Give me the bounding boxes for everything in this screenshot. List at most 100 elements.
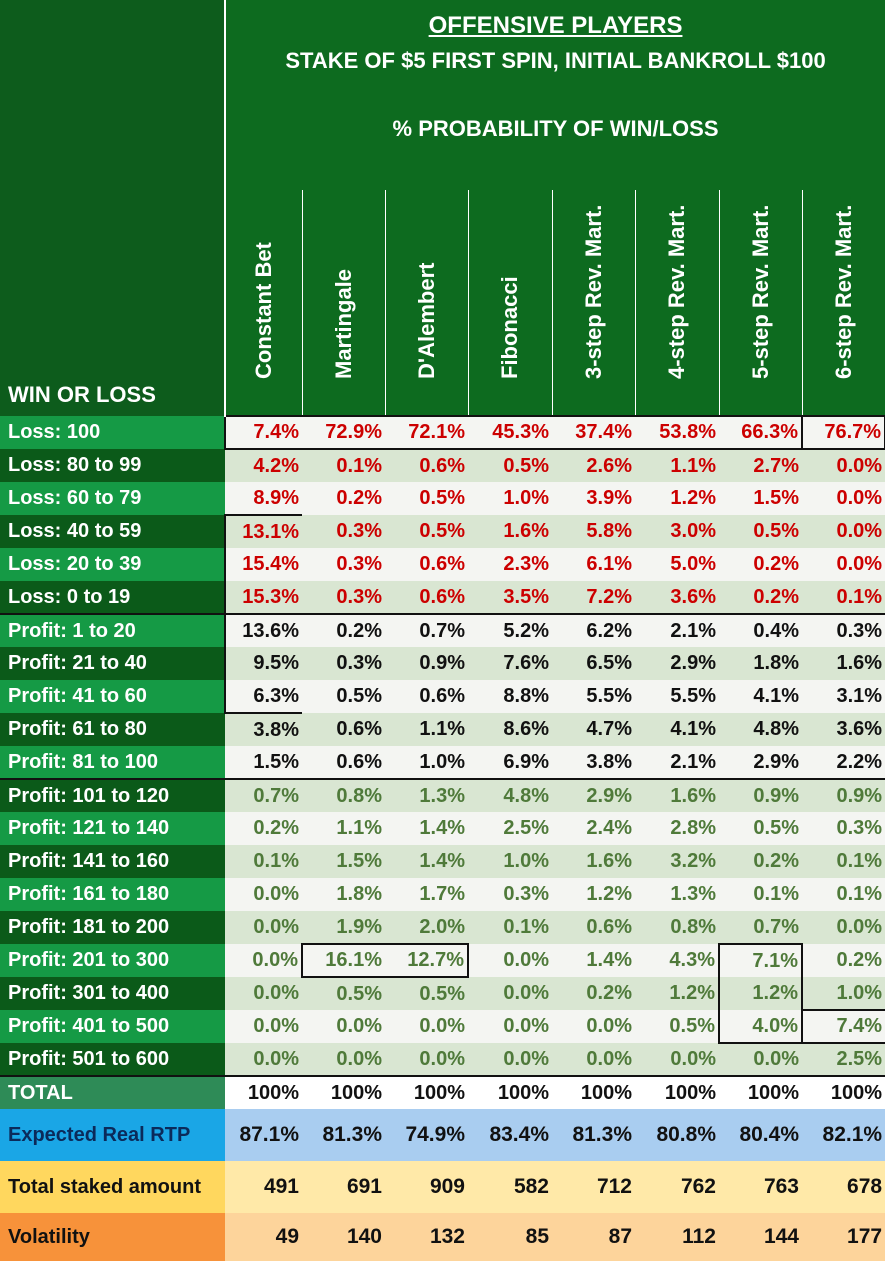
table-row: Loss: 80 to 99 4.2% 0.1% 0.6% 0.5% 2.6% 1.1% 2.…	[0, 449, 885, 482]
probability-cell: 2.9%	[552, 778, 635, 812]
row-label: Loss: 80 to 99	[0, 449, 225, 482]
probability-cell: 0.5%	[385, 977, 468, 1010]
probability-cell: 1.5%	[225, 746, 302, 779]
row-label: Profit: 141 to 160	[0, 845, 225, 878]
page-title: OFFENSIVE PLAYERS	[428, 12, 683, 39]
table-row: Profit: 141 to 160 0.1% 1.5% 1.4% 1.0% 1.6% 3.…	[0, 845, 885, 878]
staked-row-cell: 491	[225, 1161, 302, 1213]
probability-cell: 1.3%	[635, 878, 719, 911]
probability-cell: 5.5%	[635, 680, 719, 713]
probability-cell: 1.2%	[718, 977, 803, 1010]
staked-row-cell: 582	[468, 1161, 552, 1213]
probability-cell: 0.2%	[719, 548, 802, 581]
probability-cell: 0.0%	[552, 1010, 635, 1043]
column-header-label: Fibonacci	[497, 276, 522, 379]
probability-cell: 0.0%	[225, 1043, 302, 1076]
probability-cell: 0.9%	[385, 647, 468, 680]
probability-cell: 53.8%	[635, 415, 719, 450]
probability-cell: 0.1%	[468, 911, 552, 944]
probability-cell: 0.2%	[225, 812, 302, 845]
probability-cell: 3.6%	[802, 713, 885, 746]
probability-cell: 0.1%	[802, 581, 885, 614]
probability-cell: 16.1%	[301, 943, 385, 978]
probability-cell: 0.9%	[719, 778, 802, 812]
probability-cell: 2.5%	[468, 812, 552, 845]
table-row: Profit: 501 to 600 0.0% 0.0% 0.0% 0.0% 0.0% 0.…	[0, 1043, 885, 1076]
row-label: Profit: 1 to 20	[0, 613, 225, 647]
probability-cell: 0.0%	[302, 1010, 385, 1043]
probability-cell: 0.0%	[802, 548, 885, 581]
probability-cell: 0.3%	[468, 878, 552, 911]
probability-cell: 0.0%	[802, 911, 885, 944]
total-row-cell: 100%	[802, 1075, 885, 1109]
probability-cell: 4.1%	[719, 680, 802, 713]
rtp-row: Expected Real RTP 87.1% 81.3% 74.9% 83.4% 81.…	[0, 1109, 885, 1161]
column-header-row: Constant Bet Martingale D'Alembert Fibonacc…	[0, 190, 885, 416]
probability-cell: 1.1%	[635, 449, 719, 482]
probability-cell: 2.8%	[635, 812, 719, 845]
table-row: Profit: 61 to 80 3.8% 0.6% 1.1% 8.6% 4.7% 4.1%…	[0, 713, 885, 746]
probability-cell: 0.3%	[802, 812, 885, 845]
table-row: Profit: 161 to 180 0.0% 1.8% 1.7% 0.3% 1.2% 1.…	[0, 878, 885, 911]
probability-cell: 3.1%	[802, 680, 885, 713]
row-label: Loss: 40 to 59	[0, 515, 225, 548]
probability-cell: 0.0%	[225, 878, 302, 911]
volatility-row-cell: 132	[385, 1213, 468, 1261]
probability-cell: 0.6%	[302, 746, 385, 779]
probability-cell: 66.3%	[719, 415, 803, 450]
row-header-label: WIN OR LOSS	[0, 0, 226, 416]
rtp-row-cell: 81.3%	[552, 1109, 635, 1161]
row-label: Profit: 501 to 600	[0, 1043, 225, 1076]
probability-cell: 0.3%	[302, 548, 385, 581]
probability-cell: 2.2%	[802, 746, 885, 779]
probability-cell: 2.9%	[719, 746, 802, 779]
probability-cell: 9.5%	[224, 647, 302, 680]
probability-cell: 0.5%	[385, 515, 468, 548]
probability-cell: 2.9%	[635, 647, 719, 680]
probability-cell: 76.7%	[802, 415, 885, 450]
probability-cell: 1.5%	[302, 845, 385, 878]
probability-cell: 0.0%	[802, 515, 885, 548]
probability-cell: 6.1%	[552, 548, 635, 581]
rtp-row-cell: 82.1%	[802, 1109, 885, 1161]
table-row: Loss: 60 to 79 8.9% 0.2% 0.5% 1.0% 3.9% 1.2% 1.…	[0, 482, 885, 515]
probability-cell: 0.0%	[225, 1010, 302, 1043]
probability-cell: 4.3%	[635, 944, 719, 977]
column-header: Constant Bet	[224, 190, 302, 416]
table-row: Profit: 181 to 200 0.0% 1.9% 2.0% 0.1% 0.6% 0.…	[0, 911, 885, 944]
staked-row-cell: 712	[552, 1161, 635, 1213]
page-subtitle: STAKE OF $5 FIRST SPIN, INITIAL BANKROLL…	[285, 48, 826, 73]
row-label: Profit: 181 to 200	[0, 911, 225, 944]
probability-cell: 72.9%	[302, 415, 385, 450]
column-header-label: 4-step Rev. Mart.	[664, 204, 689, 379]
probability-cell: 1.0%	[468, 845, 552, 878]
staked-row-cell: 762	[635, 1161, 719, 1213]
probability-cell: 0.2%	[719, 581, 802, 614]
probability-cell: 5.8%	[552, 515, 635, 548]
probability-cell: 1.6%	[468, 515, 552, 548]
probability-cell: 1.4%	[552, 944, 635, 977]
probability-cell: 1.6%	[802, 647, 885, 680]
total-row-cell: 100%	[468, 1075, 552, 1109]
probability-cell: 0.5%	[385, 482, 468, 515]
probability-cell: 3.2%	[635, 845, 719, 878]
table-row: Loss: 40 to 59 13.1% 0.3% 0.5% 1.6% 5.8% 3.0% 0…	[0, 514, 885, 548]
total-row-cell: 100%	[635, 1075, 719, 1109]
probability-cell: 2.0%	[385, 911, 468, 944]
row-label: Profit: 101 to 120	[0, 778, 225, 812]
probability-cell: 0.0%	[802, 449, 885, 482]
probability-cell: 1.4%	[385, 812, 468, 845]
staked-row-cell: 763	[719, 1161, 802, 1213]
column-header-label: D'Alembert	[413, 262, 439, 379]
probability-cell: 1.1%	[385, 713, 468, 746]
table-row: Profit: 201 to 300 0.0% 16.1% 12.7% 0.0% 1.4%…	[0, 943, 885, 978]
table-row: Profit: 101 to 120 0.7% 0.8% 1.3% 4.8% 2.9% 1.…	[0, 778, 885, 812]
title-block: OFFENSIVE PLAYERS STAKE OF $5 FIRST SPIN…	[225, 0, 885, 190]
volatility-row-cell: 49	[225, 1213, 302, 1261]
probability-cell: 7.2%	[552, 581, 635, 614]
rtp-row-cell: 74.9%	[385, 1109, 468, 1161]
total-row-label: TOTAL	[0, 1075, 225, 1109]
probability-cell: 0.6%	[385, 581, 468, 614]
